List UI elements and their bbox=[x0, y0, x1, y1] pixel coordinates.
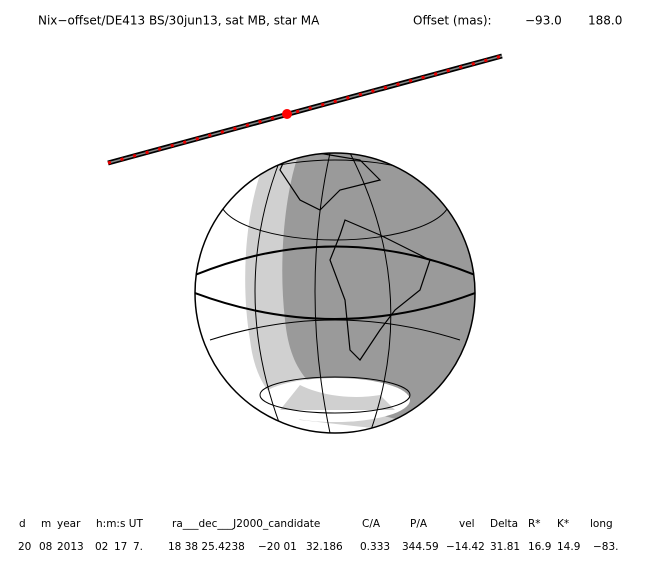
value-cell: 32.186 bbox=[306, 541, 343, 553]
offset-value: −93.0 bbox=[525, 14, 562, 28]
header-cell: long bbox=[590, 518, 613, 530]
shadow-path bbox=[107, 53, 503, 166]
header-cell: m bbox=[41, 518, 51, 530]
value-cell: −20 01 bbox=[258, 541, 297, 553]
title: Nix−offset/DE413 BS/30jun13, sat MB, sta… bbox=[38, 14, 320, 28]
values: 20 08 2013 02 17 7. 18 38 25.4238 −20 01… bbox=[18, 541, 619, 553]
header-cell: ra___dec___J2000_candidate bbox=[172, 518, 320, 530]
header-cell: C/A bbox=[362, 518, 381, 530]
value-cell: 7. bbox=[133, 541, 143, 553]
value-cell: 14.9 bbox=[557, 541, 580, 553]
value-cell: 17 bbox=[114, 541, 127, 553]
value-cell: 02 bbox=[95, 541, 108, 553]
value-cell: 2013 bbox=[57, 541, 84, 553]
offset-label: Offset (mas): bbox=[413, 14, 492, 28]
value-cell: 20 bbox=[18, 541, 31, 553]
header-cell: d bbox=[19, 518, 26, 530]
value-cell: 344.59 bbox=[402, 541, 439, 553]
header-cell: vel bbox=[459, 518, 475, 530]
value-cell: 08 bbox=[39, 541, 52, 553]
value-cell: 0.333 bbox=[360, 541, 390, 553]
header-cell: P/A bbox=[410, 518, 428, 530]
value-cell: 16.9 bbox=[528, 541, 551, 553]
value-cell: 18 38 25.4238 bbox=[168, 541, 245, 553]
header-cell: Delta bbox=[490, 518, 518, 530]
header-cell: year bbox=[57, 518, 81, 530]
headers: d m year h:m:s UT ra___dec___J2000_candi… bbox=[19, 518, 613, 530]
offset-value: 188.0 bbox=[588, 14, 622, 28]
globe bbox=[194, 152, 476, 434]
value-cell: −83. bbox=[593, 541, 619, 553]
value-cell: −14.42 bbox=[446, 541, 485, 553]
header-cell: K* bbox=[557, 518, 569, 530]
value-cell: 31.81 bbox=[490, 541, 520, 553]
header-cell: R* bbox=[528, 518, 541, 530]
header-cell: h:m:s UT bbox=[96, 518, 143, 530]
